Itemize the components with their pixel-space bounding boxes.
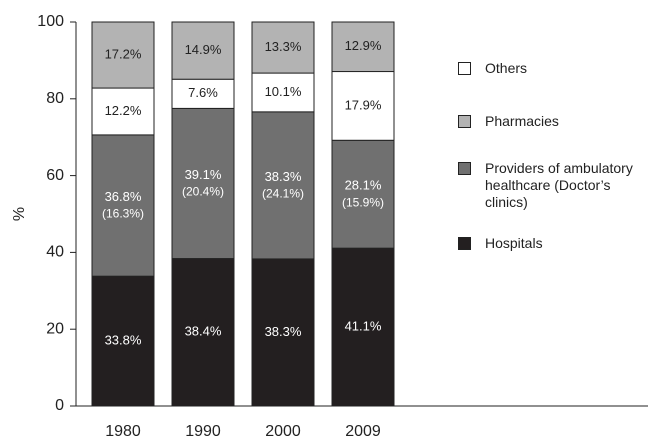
y-axis-label: %	[11, 207, 28, 221]
legend-item: Pharmacies	[458, 113, 653, 130]
value-label: 36.8%	[105, 189, 142, 204]
legend-swatch	[458, 237, 471, 250]
y-tick-label: 40	[46, 244, 64, 261]
legend-item: Others	[458, 60, 653, 77]
value-label: 38.3%	[265, 169, 302, 184]
legend-swatch	[458, 62, 471, 75]
bar-segment	[331, 21, 395, 73]
bar-segment	[171, 21, 235, 80]
legend-label: Hospitals	[485, 235, 543, 251]
value-label: 12.2%	[105, 103, 142, 118]
value-label: 38.3%	[265, 324, 302, 339]
y-tick-label: 60	[46, 167, 64, 184]
value-label: 7.6%	[188, 85, 218, 100]
bar-segment	[251, 111, 315, 260]
value-label: 14.9%	[185, 42, 222, 57]
bar-segment	[91, 275, 155, 407]
value-label: 33.8%	[105, 333, 142, 348]
bar-segment	[251, 21, 315, 74]
legend-item: Hospitals	[458, 235, 653, 252]
value-label: 17.2%	[105, 46, 142, 61]
y-tick-label: 0	[55, 397, 64, 414]
value-label: 10.1%	[265, 84, 302, 99]
legend-swatch	[458, 115, 471, 128]
bar-segment	[331, 247, 395, 407]
bar-segment	[251, 258, 315, 407]
value-label: 38.4%	[185, 324, 222, 339]
legend-swatch	[458, 162, 471, 175]
bar-segment	[91, 134, 155, 277]
legend-label: Providers of ambulatory healthcare (Doct…	[485, 160, 633, 210]
value-label: 41.1%	[345, 319, 382, 334]
value-sublabel: (15.9%)	[342, 195, 384, 209]
x-tick-label: 1980	[105, 423, 141, 440]
value-label: 13.3%	[265, 39, 302, 54]
bar-segment	[331, 139, 395, 249]
y-tick-label: 100	[37, 13, 64, 30]
bar-segment	[91, 21, 155, 89]
x-tick-label: 2000	[265, 423, 301, 440]
x-tick-label: 2009	[345, 423, 381, 440]
bar-segment	[91, 87, 155, 136]
legend-item: Providers of ambulatory healthcare (Doct…	[458, 160, 653, 211]
bar-segment	[251, 72, 315, 113]
legend-label: Others	[485, 60, 528, 76]
bar-segment	[171, 258, 235, 407]
value-label: 39.1%	[185, 167, 222, 182]
value-label: 28.1%	[345, 178, 382, 193]
value-sublabel: (24.1%)	[262, 187, 304, 201]
value-label: 12.9%	[345, 38, 382, 53]
value-sublabel: (20.4%)	[182, 185, 224, 199]
bar-segment	[171, 107, 235, 260]
value-sublabel: (16.3%)	[102, 207, 144, 221]
y-tick-label: 80	[46, 90, 64, 107]
value-label: 17.9%	[345, 97, 382, 112]
legend-label: Pharmacies	[485, 113, 559, 129]
y-tick-label: 20	[46, 320, 64, 337]
x-tick-label: 1990	[185, 423, 221, 440]
